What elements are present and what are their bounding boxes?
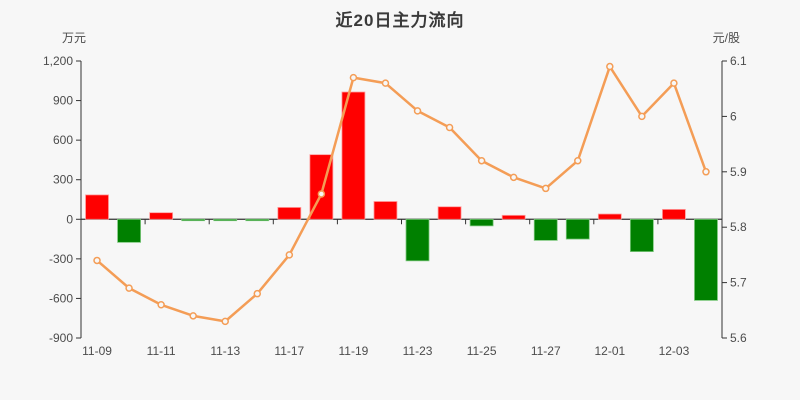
x-axis-label: 11-13 [210, 344, 240, 358]
flow-bar-11-10[interactable] [117, 218, 141, 243]
right-axis-tick-label: 5.6 [730, 331, 747, 345]
left-axis-tick-label: 600 [53, 133, 73, 147]
x-axis-label: 11-17 [274, 344, 304, 358]
left-axis-tick-label: -300 [49, 252, 73, 266]
flow-bar-11-16[interactable] [245, 218, 270, 222]
flow-bar-11-25[interactable] [469, 218, 494, 227]
right-axis-tick-label: 6 [730, 109, 737, 123]
price-point-11-30[interactable] [574, 156, 582, 165]
left-axis-tick-label: 0 [66, 212, 73, 226]
x-axis-label: 11-23 [403, 344, 433, 358]
flow-bar-12-01[interactable] [597, 213, 622, 220]
flow-bar-12-04[interactable] [694, 218, 718, 301]
right-axis-tick-label: 5.7 [730, 276, 747, 290]
price-point-11-19[interactable] [349, 73, 358, 82]
price-point-11-24[interactable] [445, 123, 454, 132]
left-axis-tick-label: -600 [49, 291, 73, 305]
x-axis-label: 12-03 [659, 344, 690, 358]
flow-bar-11-20[interactable] [373, 201, 398, 220]
price-point-11-12[interactable] [189, 312, 197, 320]
price-point-12-03[interactable] [670, 79, 678, 87]
x-axis-label: 11-11 [147, 344, 176, 358]
flow-bar-11-19[interactable] [341, 91, 366, 220]
flow-bar-11-11[interactable] [149, 212, 174, 220]
flow-bar-11-09[interactable] [85, 194, 109, 220]
left-axis-tick-label: -900 [49, 331, 73, 345]
right-axis-tick-label: 5.8 [730, 220, 747, 234]
flow-bar-11-30[interactable] [565, 218, 590, 240]
left-axis-tick-label: 900 [53, 94, 73, 108]
price-point-11-09[interactable] [93, 256, 101, 265]
price-point-11-13[interactable] [221, 317, 229, 326]
price-point-11-27[interactable] [541, 184, 550, 193]
flow-bar-11-26[interactable] [501, 214, 526, 220]
flow-bar-11-23[interactable] [405, 218, 430, 262]
flow-bar-11-12[interactable] [181, 218, 206, 222]
right-axis-tick-label: 6.1 [730, 54, 747, 68]
right-axis-tick-label: 5.9 [730, 165, 747, 179]
left-axis-tick-label: 1,200 [43, 54, 73, 68]
x-axis-label: 12-01 [594, 344, 625, 358]
price-point-12-04[interactable] [702, 168, 710, 176]
flow-bar-11-27[interactable] [533, 218, 558, 241]
flow-bar-12-03[interactable] [662, 208, 686, 220]
flow-bar-11-17[interactable] [277, 207, 302, 220]
x-axis-label: 11-09 [82, 344, 112, 358]
flow-bar-11-24[interactable] [437, 206, 462, 220]
price-point-11-18[interactable] [317, 190, 326, 198]
chart-title: 近20日主力流向 [335, 11, 465, 30]
price-point-11-11[interactable] [157, 301, 165, 309]
x-axis-label: 11-19 [339, 344, 369, 358]
price-point-11-23[interactable] [413, 107, 422, 115]
left-axis-unit-label: 万元 [62, 31, 87, 45]
price-point-11-16[interactable] [253, 289, 262, 298]
price-point-11-17[interactable] [285, 251, 294, 259]
price-point-11-20[interactable] [381, 79, 390, 87]
price-point-11-26[interactable] [509, 173, 518, 182]
price-point-11-10[interactable] [125, 284, 133, 292]
price-point-11-25[interactable] [477, 156, 486, 165]
price-line [95, 65, 708, 323]
left-axis-tick-label: 300 [53, 173, 73, 187]
flow-bar-12-02[interactable] [629, 218, 654, 253]
right-axis-unit-label: 元/股 [712, 31, 740, 45]
price-point-12-02[interactable] [638, 112, 646, 121]
x-axis-label: 11-27 [531, 344, 561, 358]
x-axis-label: 11-25 [467, 344, 497, 358]
flow-bar-11-13[interactable] [213, 218, 238, 222]
price-point-12-01[interactable] [606, 62, 614, 71]
